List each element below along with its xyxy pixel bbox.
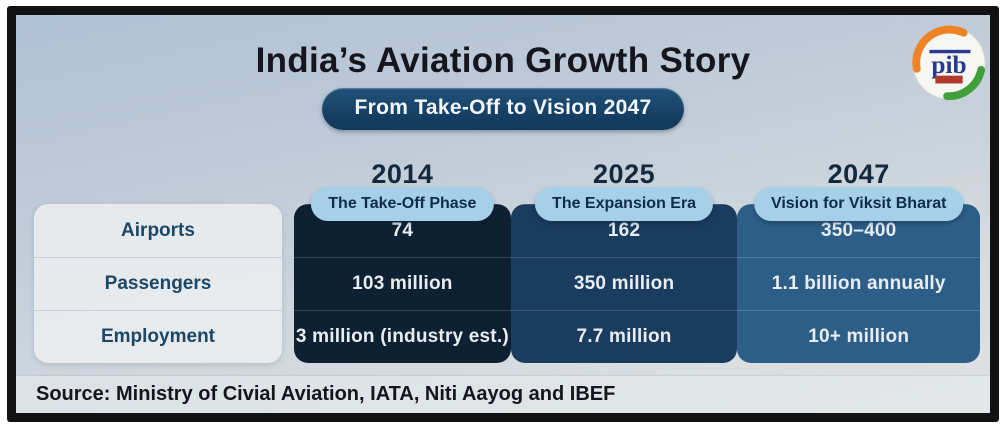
value-cell-passengers-2047: 1.1 billion annually <box>737 257 980 310</box>
logo-overline <box>929 49 971 54</box>
era-block-2014: The Take-Off Phase 74 103 million 3 mill… <box>294 187 511 363</box>
phase-badge-2025: The Expansion Era <box>535 187 714 221</box>
pib-logo: pib <box>910 24 988 102</box>
row-label-passengers: Passengers <box>34 257 282 310</box>
logo-green-arc <box>943 65 986 101</box>
year-label-2047: 2047 <box>827 158 890 189</box>
era-block-2025: The Expansion Era 162 350 million 7.7 mi… <box>510 187 738 363</box>
era-block-2047: Vision for Viksit Bharat 350–400 1.1 bil… <box>737 187 980 363</box>
infographic-canvas: India’s Aviation Growth Story From Take-… <box>16 15 990 413</box>
logo-text: pib <box>931 51 966 79</box>
era-column-2047: 2047 Vision for Viksit Bharat 350–400 1.… <box>737 144 980 363</box>
comparison-table: Airports Passengers Employment 2014 The … <box>16 144 990 363</box>
year-label-2014: 2014 <box>371 158 434 189</box>
era-column-2014: 2014 The Take-Off Phase 74 103 million 3… <box>294 144 511 363</box>
row-labels-header-spacer <box>34 144 282 204</box>
source-note: Source: Ministry of Civial Aviation, IAT… <box>16 376 990 413</box>
row-labels-block: Airports Passengers Employment <box>34 204 282 363</box>
row-label-airports: Airports <box>121 219 195 241</box>
era-column-2025: 2025 The Expansion Era 162 350 million 7… <box>510 144 738 363</box>
value-cell-employment-2025: 7.7 million <box>510 310 738 363</box>
page-title: India’s Aviation Growth Story <box>255 41 751 80</box>
header: India’s Aviation Growth Story From Take-… <box>16 15 990 130</box>
row-label-employment: Employment <box>34 310 282 363</box>
logo-saffron-arc <box>912 25 968 73</box>
value-cell-employment-2014: 3 million (industry est.) <box>294 310 511 363</box>
phase-badge-2047: Vision for Viksit Bharat <box>753 187 964 221</box>
value-cell-employment-2047: 10+ million <box>737 310 980 363</box>
subtitle-badge: From Take-Off to Vision 2047 <box>322 88 684 130</box>
value-cell-passengers-2014: 103 million <box>294 257 511 310</box>
year-label-2025: 2025 <box>593 158 656 189</box>
value-cell-passengers-2025: 350 million <box>510 257 738 310</box>
era-columns: 2014 The Take-Off Phase 74 103 million 3… <box>294 144 980 363</box>
phase-badge-2014: The Take-Off Phase <box>311 187 494 221</box>
outer-border-frame: India’s Aviation Growth Story From Take-… <box>7 6 999 422</box>
logo-red-banner <box>935 75 963 84</box>
pib-logo-graphic: pib <box>912 25 986 101</box>
row-labels-column: Airports Passengers Employment <box>34 144 282 363</box>
